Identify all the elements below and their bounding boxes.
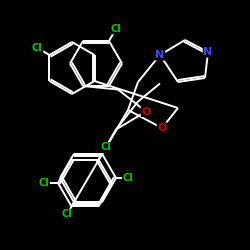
Text: O: O bbox=[141, 106, 151, 117]
Text: Cl: Cl bbox=[38, 178, 50, 188]
Text: Cl: Cl bbox=[100, 142, 111, 152]
Text: Cl: Cl bbox=[110, 24, 122, 34]
Text: O: O bbox=[157, 123, 167, 133]
Text: Cl: Cl bbox=[122, 173, 134, 183]
Text: N: N bbox=[204, 47, 212, 57]
Text: N: N bbox=[156, 50, 164, 60]
Text: Cl: Cl bbox=[32, 43, 43, 53]
Text: Cl: Cl bbox=[62, 209, 72, 219]
